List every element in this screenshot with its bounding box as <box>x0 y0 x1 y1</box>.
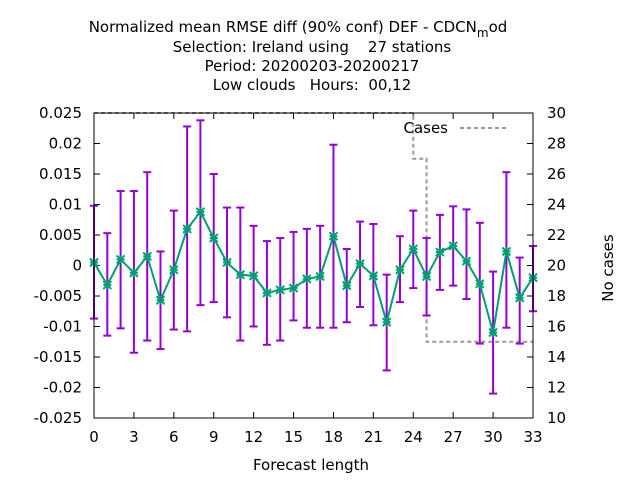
chart-title-line-1: Normalized mean RMSE diff (90% conf) DEF… <box>89 18 508 40</box>
legend-label-cases: Cases <box>403 119 448 137</box>
data-point <box>102 280 113 290</box>
y2-tick-label: 26 <box>547 165 566 183</box>
axes-ticks: 0 3 6 9 12 15 18 21 24 27 30 33 -0.025 -0.02 -0.015 -0.… <box>34 104 566 446</box>
legend: Cases <box>403 119 506 137</box>
x-tick-label: 0 <box>89 428 99 446</box>
data-point <box>195 207 206 217</box>
y2-tick-label: 30 <box>547 104 566 122</box>
data-point <box>115 254 126 265</box>
y-tick-label: -0.015 <box>34 348 82 366</box>
x-tick-label: 3 <box>129 428 139 446</box>
data-point <box>315 271 325 282</box>
y-tick-label: -0.02 <box>43 379 82 397</box>
error-bar <box>289 230 298 322</box>
x-tick-label: 27 <box>444 428 463 446</box>
data-point <box>501 246 512 257</box>
x-tick-label: 33 <box>523 428 542 446</box>
data-point <box>342 280 352 291</box>
data-point <box>381 317 392 327</box>
x-tick-label: 18 <box>324 428 343 446</box>
y2-tick-label: 20 <box>547 257 566 275</box>
x-tick-label: 6 <box>169 428 179 446</box>
y-tick-label: 0.015 <box>39 165 82 183</box>
x-tick-label: 21 <box>364 428 383 446</box>
data-point <box>182 224 192 234</box>
data-point <box>129 268 139 278</box>
x-tick-label: 30 <box>484 428 503 446</box>
data-point <box>142 251 152 262</box>
data-point <box>169 265 179 275</box>
y-tick-label: 0 <box>72 257 82 275</box>
y-tick-label: 0.005 <box>39 226 82 244</box>
data-point <box>488 327 498 338</box>
data-point <box>355 258 365 269</box>
y-tick-label: 0.01 <box>49 196 82 214</box>
data-point <box>275 285 285 295</box>
data-point <box>514 293 525 303</box>
data-point <box>235 269 246 280</box>
data-point <box>461 256 472 266</box>
y2-tick-label: 28 <box>547 135 566 153</box>
data-point <box>262 288 272 298</box>
data-point <box>408 244 418 254</box>
x-tick-label: 24 <box>404 428 423 446</box>
plot-frame <box>93 112 534 419</box>
x-tick-label: 9 <box>209 428 219 446</box>
y-tick-label: 0.02 <box>49 135 82 153</box>
data-point <box>222 257 232 268</box>
y2-tick-label: 10 <box>547 409 566 427</box>
chart-title-line-2: Selection: Ireland using 27 stations <box>173 38 452 56</box>
data-point <box>248 271 259 281</box>
x-axis-label: Forecast length <box>253 456 369 474</box>
data-point <box>302 274 312 284</box>
data-point <box>209 233 219 243</box>
data-point <box>328 231 339 241</box>
chart-title-line-3: Period: 20200203-20200217 <box>205 57 420 75</box>
chart-title-subscript: m <box>477 26 489 40</box>
x-tick-label: 12 <box>244 428 263 446</box>
y2-tick-label: 16 <box>547 318 566 336</box>
y2-axis-label: No cases <box>599 234 617 302</box>
error-bar <box>462 208 471 301</box>
rmse-diff-line <box>93 209 534 333</box>
chart-title-line-4: Low clouds Hours: 00,12 <box>213 76 412 94</box>
y-tick-label: -0.01 <box>43 318 82 336</box>
data-point <box>421 271 432 282</box>
data-point <box>448 241 458 251</box>
y2-tick-label: 12 <box>547 379 566 397</box>
data-point <box>368 271 379 281</box>
data-point <box>395 265 405 275</box>
y-tick-label: -0.005 <box>34 287 82 305</box>
data-point <box>155 295 166 305</box>
y-tick-label: 0.025 <box>39 104 82 122</box>
data-point <box>288 283 299 293</box>
x-tick-label: 15 <box>284 428 303 446</box>
y-tick-label: -0.025 <box>34 409 82 427</box>
data-point <box>435 247 445 257</box>
y2-tick-label: 18 <box>547 287 566 305</box>
chart-title-suffix: od <box>489 18 508 36</box>
y2-tick-label: 14 <box>547 348 566 366</box>
rmse-diff-series <box>89 207 538 338</box>
y2-tick-label: 22 <box>547 226 566 244</box>
y2-tick-label: 24 <box>547 196 566 214</box>
data-point <box>475 279 485 289</box>
